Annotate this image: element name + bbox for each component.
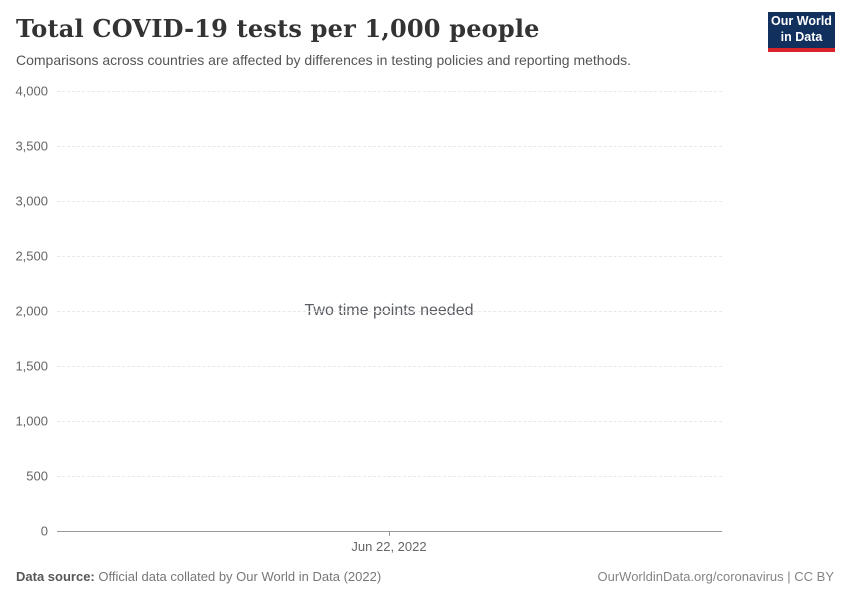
- gridline: [57, 366, 722, 367]
- y-axis-tick-label: 500: [26, 468, 48, 484]
- y-axis-tick-label: 3,000: [15, 193, 48, 209]
- y-axis-tick-label: 4,000: [15, 83, 48, 99]
- gridline: [57, 91, 722, 92]
- gridline: [57, 311, 722, 312]
- chart-footer: Data source: Official data collated by O…: [16, 569, 834, 584]
- data-source-text: Official data collated by Our World in D…: [98, 569, 382, 584]
- attribution: OurWorldinData.org/coronavirus | CC BY: [597, 569, 834, 584]
- y-axis-tick-label: 2,500: [15, 248, 48, 264]
- plot-area: Jun 22, 2022 Two time points needed 4,00…: [0, 84, 850, 554]
- x-axis-tick-label: Jun 22, 2022: [351, 539, 427, 554]
- x-axis-tick-mark: [389, 531, 390, 536]
- gridline: [57, 146, 722, 147]
- x-axis-line: [57, 531, 722, 532]
- owid-logo-text: Our World in Data: [768, 12, 835, 48]
- page-title: Total COVID-19 tests per 1,000 people: [16, 14, 540, 43]
- data-source-note: Data source: Official data collated by O…: [16, 569, 381, 584]
- owid-logo-line2: in Data: [780, 30, 823, 44]
- license-text: | CC BY: [783, 569, 834, 584]
- gridline: [57, 421, 722, 422]
- chart-subtitle: Comparisons across countries are affecte…: [16, 52, 632, 68]
- owid-logo[interactable]: Our World in Data: [768, 12, 835, 52]
- y-axis-tick-label: 1,000: [15, 413, 48, 429]
- y-axis-tick-label: 3,500: [15, 138, 48, 154]
- gridline: [57, 476, 722, 477]
- y-axis-tick-label: 1,500: [15, 358, 48, 374]
- owid-logo-line1: Our World: [771, 14, 832, 29]
- gridline: [57, 201, 722, 202]
- data-source-label: Data source:: [16, 569, 95, 584]
- y-axis-tick-label: 2,000: [15, 303, 48, 319]
- owid-logo-accent-bar: [768, 48, 835, 52]
- owid-coronavirus-link[interactable]: OurWorldinData.org/coronavirus: [597, 569, 784, 584]
- y-axis-tick-label: 0: [40, 523, 48, 539]
- gridline: [57, 256, 722, 257]
